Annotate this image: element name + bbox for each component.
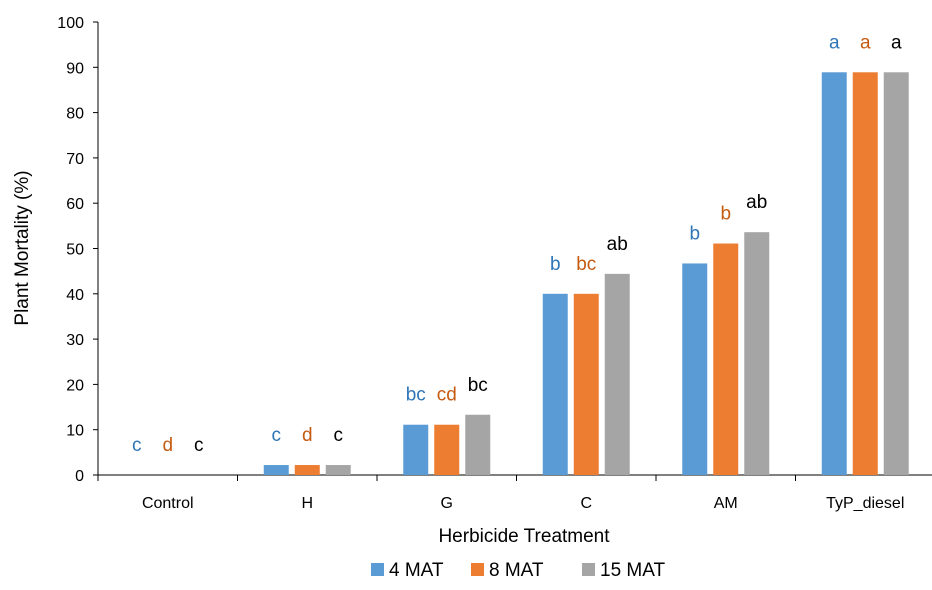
significance-label: c	[194, 435, 204, 456]
significance-label: bc	[576, 254, 596, 275]
significance-label: b	[720, 204, 731, 225]
x-tick-label: AM	[714, 495, 738, 512]
y-tick-label: 0	[75, 468, 84, 485]
bar	[573, 293, 599, 475]
significance-label: b	[689, 223, 700, 244]
bar	[403, 424, 429, 475]
legend-label: 4 MAT	[389, 560, 444, 581]
x-tick-label: TyP_diesel	[826, 495, 904, 512]
legend-swatch	[471, 563, 484, 576]
bar	[604, 273, 630, 475]
x-axis-title: Herbicide Treatment	[438, 526, 610, 547]
y-axis-title: Plant Mortality (%)	[12, 170, 33, 325]
y-tick-label: 50	[66, 242, 84, 259]
bar	[263, 465, 289, 475]
significance-label: c	[272, 425, 282, 446]
y-tick-label: 80	[66, 106, 84, 123]
significance-label: cd	[437, 385, 457, 406]
bar	[821, 72, 847, 476]
x-tick-label: C	[580, 495, 592, 512]
legend-swatch	[371, 563, 384, 576]
y-tick-label: 90	[66, 60, 84, 77]
significance-label: ab	[746, 192, 767, 213]
significance-label: a	[829, 32, 840, 53]
y-tick-label: 60	[66, 196, 84, 213]
y-tick-label: 100	[57, 15, 84, 32]
bar	[883, 72, 909, 476]
bar	[434, 424, 460, 475]
legend-label: 15 MAT	[600, 560, 666, 581]
bar	[852, 72, 878, 476]
bars	[263, 72, 909, 476]
significance-label: a	[860, 32, 871, 53]
significance-label: b	[550, 254, 561, 275]
y-tick-label: 20	[66, 377, 84, 394]
significance-label: a	[891, 32, 902, 53]
y-tick-label: 10	[66, 423, 84, 440]
y-tick-label: 30	[66, 332, 84, 349]
bar	[744, 232, 770, 475]
x-tick-label: Control	[142, 495, 194, 512]
bar	[542, 293, 568, 475]
y-tick-label: 70	[66, 151, 84, 168]
significance-label: d	[302, 425, 313, 446]
y-axis: 0 10 20 30 40 50 60 70 80 90 100	[57, 15, 99, 485]
bar	[682, 263, 708, 475]
significance-label: c	[334, 425, 344, 446]
significance-label: bc	[406, 385, 426, 406]
bar	[713, 243, 739, 475]
legend: 4 MAT 8 MAT 15 MAT	[371, 560, 666, 581]
x-axis: Control H G C AM TyP_diesel	[97, 474, 932, 512]
x-tick-label: G	[441, 495, 453, 512]
bar	[325, 465, 351, 475]
significance-label: bc	[468, 375, 488, 396]
legend-label: 8 MAT	[489, 560, 544, 581]
bar	[294, 465, 320, 475]
y-tick-label: 40	[66, 287, 84, 304]
significance-label: c	[132, 435, 142, 456]
bar	[465, 414, 491, 475]
significance-label: ab	[607, 234, 628, 255]
x-tick-label: H	[301, 495, 313, 512]
significance-label: d	[162, 435, 173, 456]
legend-swatch	[582, 563, 595, 576]
